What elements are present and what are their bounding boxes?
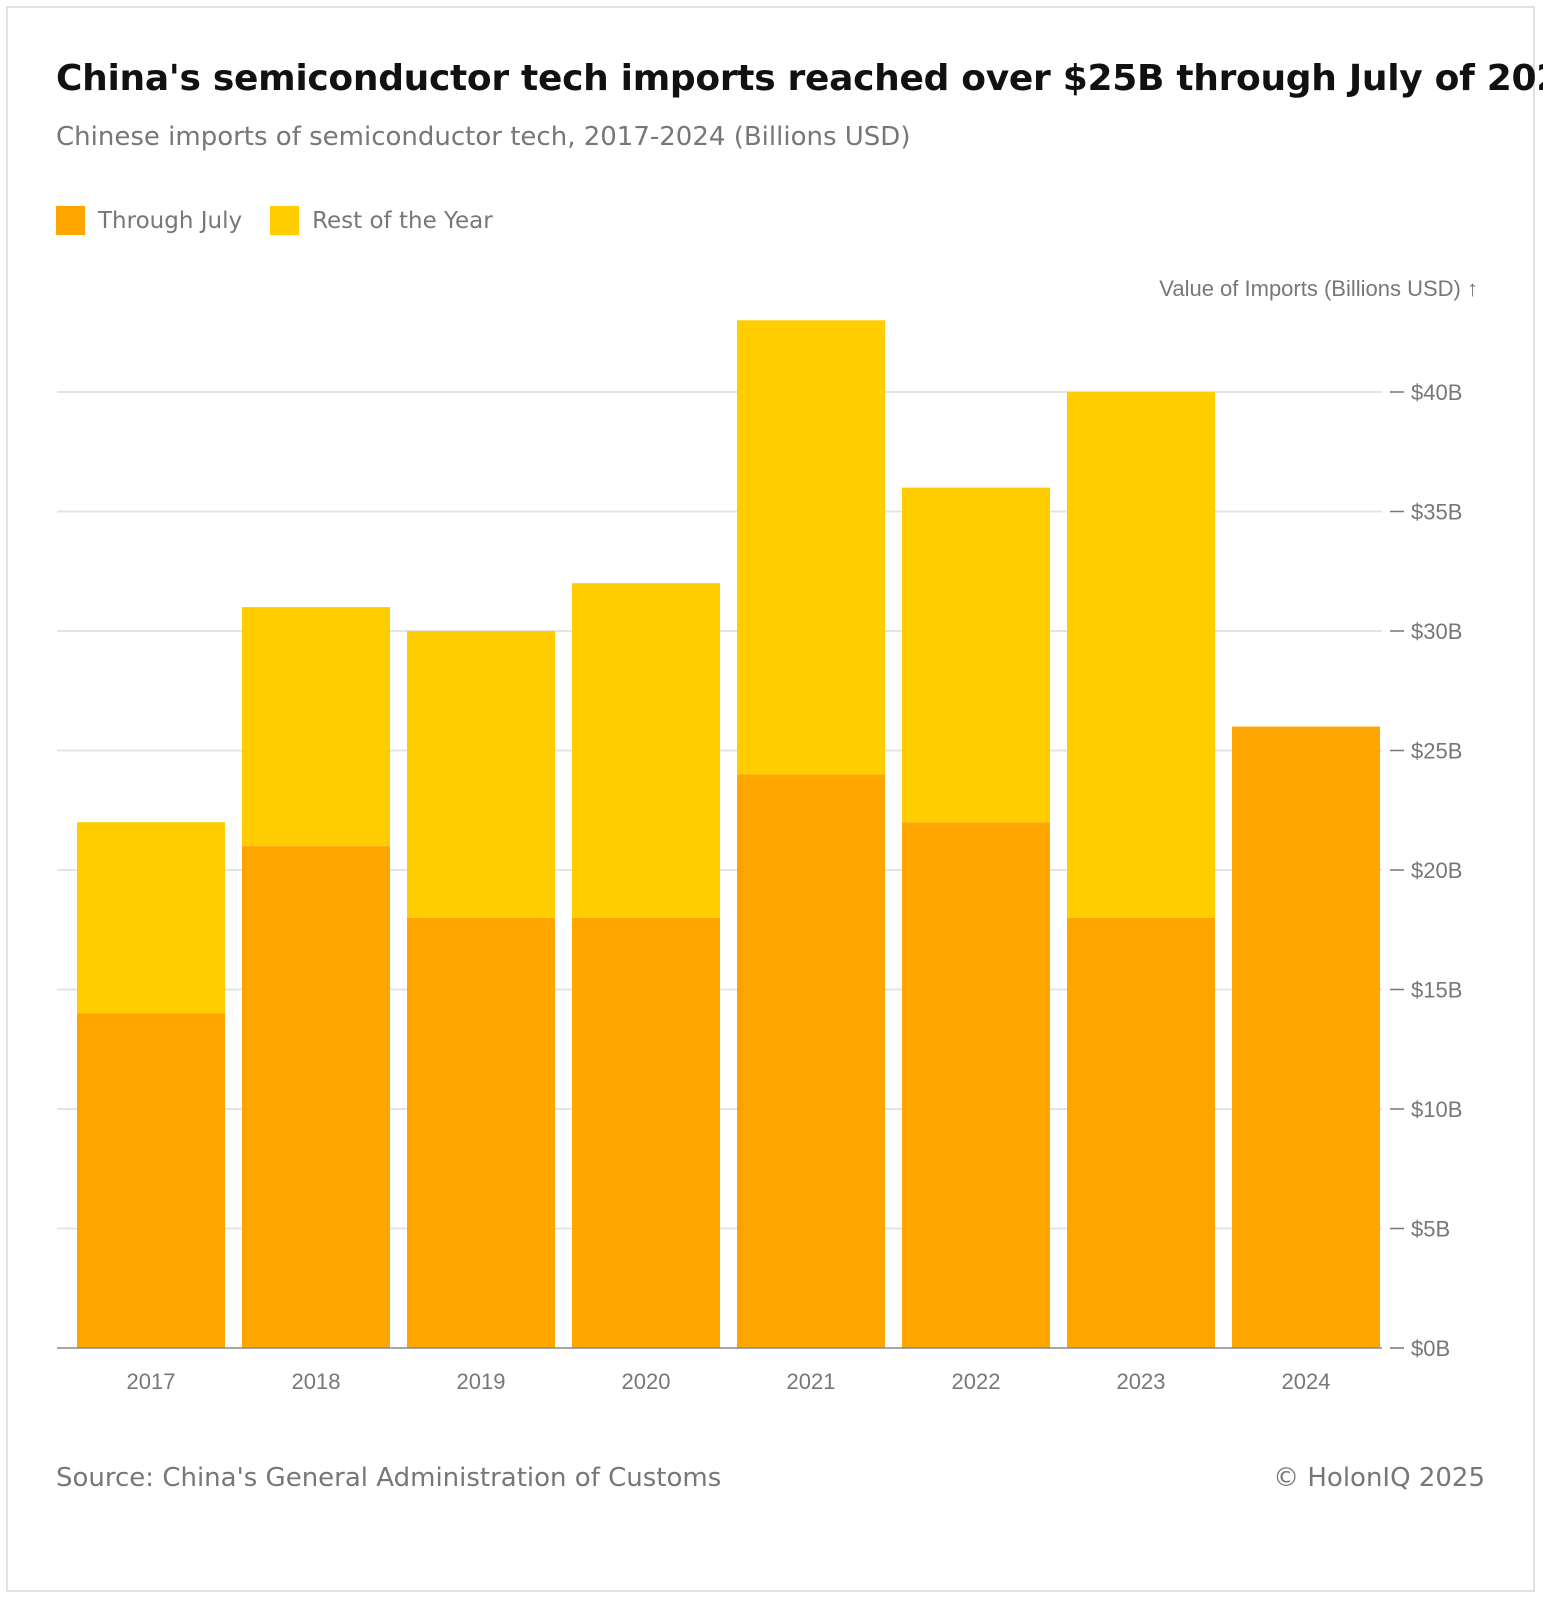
source-note: Source: China's General Administration o…: [56, 1463, 722, 1493]
bar-2017-through-july[interactable]: [77, 1013, 225, 1348]
x-tick-label-2019: 2019: [457, 1369, 506, 1394]
y-tick-label-20b: $20B: [1411, 858, 1462, 883]
bar-2020-through-july[interactable]: [572, 917, 720, 1348]
bar-2018-rest-of-the-year[interactable]: [242, 607, 390, 847]
x-tick-label-2022: 2022: [952, 1369, 1001, 1394]
bar-2023-through-july[interactable]: [1067, 917, 1215, 1348]
y-tick-label-25b: $25B: [1411, 739, 1462, 764]
x-tick-label-2020: 2020: [622, 1369, 671, 1394]
bar-2021-through-july[interactable]: [737, 774, 885, 1348]
y-tick-label-40b: $40B: [1411, 380, 1462, 405]
bar-2020-rest-of-the-year[interactable]: [572, 583, 720, 918]
bar-2019-through-july[interactable]: [407, 917, 555, 1348]
y-tick-label-0b: $0B: [1411, 1336, 1450, 1361]
x-tick-label-2023: 2023: [1117, 1369, 1166, 1394]
legend-item-rest-of-year[interactable]: Rest of the Year: [270, 206, 493, 235]
axes: $0B $5B $10B $15B $20B $25B $30B $35B $40B 2017 20…: [57, 380, 1462, 1394]
legend-swatch-through-july: [56, 206, 85, 235]
bar-2017-rest-of-the-year[interactable]: [77, 822, 225, 1014]
legend-label-through-july: Through July: [98, 207, 243, 234]
x-tick-label-2021: 2021: [787, 1369, 836, 1394]
chart-title: China's semiconductor tech imports reach…: [56, 58, 1543, 99]
legend-label-rest-of-year: Rest of the Year: [312, 207, 493, 234]
bars: [77, 320, 1380, 1348]
y-tick-label-30b: $30B: [1411, 619, 1462, 644]
y-axis-label: Value of Imports (Billions USD) ↑: [1159, 276, 1478, 301]
y-tick-label-35b: $35B: [1411, 500, 1462, 525]
bar-2022-rest-of-the-year[interactable]: [902, 487, 1050, 823]
copyright-note: © HolonIQ 2025: [1273, 1463, 1485, 1493]
bar-2024-through-july[interactable]: [1232, 726, 1380, 1348]
bar-2023-rest-of-the-year[interactable]: [1067, 392, 1215, 918]
chart-subtitle: Chinese imports of semiconductor tech, 2…: [56, 122, 911, 152]
bar-2022-through-july[interactable]: [902, 822, 1050, 1348]
x-tick-label-2017: 2017: [127, 1369, 176, 1394]
bar-2021-rest-of-the-year[interactable]: [737, 320, 885, 775]
y-tick-label-5b: $5B: [1411, 1217, 1450, 1242]
bar-2018-through-july[interactable]: [242, 846, 390, 1348]
x-tick-label-2018: 2018: [292, 1369, 341, 1394]
x-tick-label-2024: 2024: [1282, 1369, 1331, 1394]
y-tick-label-10b: $10B: [1411, 1097, 1462, 1122]
legend-item-through-july[interactable]: Through July: [56, 206, 242, 235]
y-tick-label-15b: $15B: [1411, 978, 1462, 1003]
bar-2019-rest-of-the-year[interactable]: [407, 631, 555, 918]
legend: Through July Rest of the Year: [56, 206, 521, 235]
legend-swatch-rest-of-year: [270, 206, 300, 235]
